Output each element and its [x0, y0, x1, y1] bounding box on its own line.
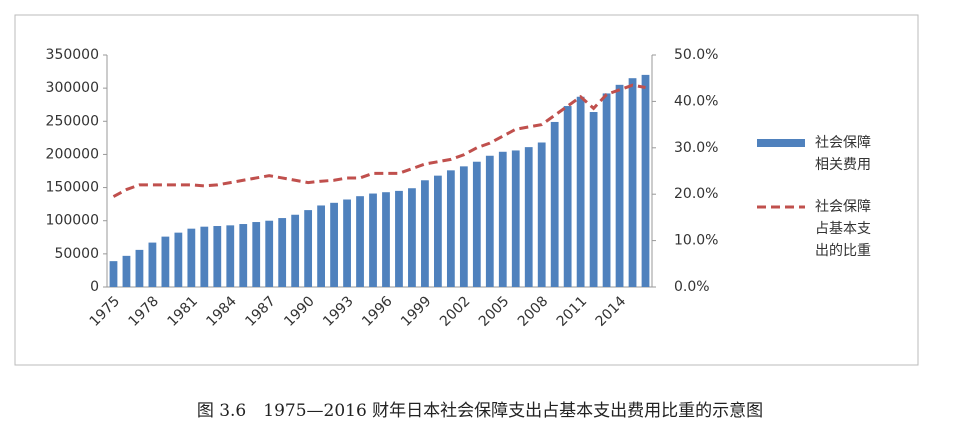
bar — [408, 188, 416, 287]
x-tick-label: 1990 — [281, 293, 318, 330]
chart-frame — [14, 14, 919, 366]
bar — [161, 236, 170, 287]
bar — [434, 175, 442, 287]
y-tick-label: 100000 — [46, 213, 99, 229]
bar — [395, 190, 403, 287]
x-tick-label: 2008 — [515, 293, 552, 330]
y-tick-label: 150000 — [46, 180, 99, 196]
legend-swatch — [757, 139, 805, 147]
bar — [265, 220, 274, 287]
bar — [343, 199, 351, 287]
bar — [550, 121, 559, 287]
bar — [213, 226, 222, 287]
x-tick-label: 1999 — [398, 293, 435, 330]
y2-tick-label: 40.0% — [674, 93, 718, 109]
bar — [615, 84, 624, 287]
bar — [135, 249, 144, 287]
y2-tick-label: 20.0% — [674, 186, 718, 202]
x-tick-label: 1984 — [203, 293, 240, 330]
bar — [252, 222, 261, 287]
bar — [187, 228, 196, 287]
x-tick-label: 1981 — [164, 293, 201, 330]
bar — [524, 147, 533, 287]
y-tick-label: 200000 — [46, 146, 99, 162]
bar — [446, 170, 455, 287]
x-tick-label: 1993 — [320, 293, 357, 330]
y2-tick-label: 0.0% — [674, 279, 710, 295]
bar — [576, 96, 585, 287]
y2-tick-label: 10.0% — [674, 233, 718, 249]
bar — [628, 78, 637, 287]
bar — [459, 166, 468, 287]
bar — [304, 210, 313, 287]
bar — [278, 218, 287, 287]
bar — [200, 226, 209, 287]
bar — [330, 202, 338, 287]
x-tick-label: 2005 — [476, 293, 513, 330]
line — [112, 83, 646, 198]
legend-label: 社会保障相关费用 — [815, 135, 871, 173]
bar — [356, 196, 364, 287]
x-tick-label: 1987 — [242, 293, 279, 330]
y2-tick-label: 30.0% — [674, 140, 718, 156]
bar — [122, 255, 131, 287]
bar — [472, 161, 481, 287]
bar — [317, 205, 325, 287]
x-tick-label: 2011 — [554, 293, 591, 330]
y-tick-label: 350000 — [46, 47, 99, 63]
x-tick-label: 2014 — [593, 293, 630, 330]
y-tick-label: 50000 — [54, 246, 99, 262]
bar — [589, 112, 598, 288]
bar — [226, 225, 235, 287]
caption: 图 3.6 1975—2016 财年日本社会保障支出占基本支出费用比重的示意图 — [196, 401, 764, 421]
bar — [109, 261, 118, 287]
bar — [641, 74, 650, 287]
bar — [485, 155, 494, 287]
bar — [563, 106, 572, 287]
bar — [291, 214, 300, 287]
bar — [421, 180, 429, 287]
bar — [511, 150, 520, 287]
x-tick-label: 1996 — [359, 293, 396, 330]
bar — [174, 232, 183, 287]
bar — [148, 242, 157, 287]
x-tick-label: 1978 — [126, 293, 163, 330]
bar — [498, 151, 507, 287]
bar — [239, 224, 248, 287]
legend-label: 社会保障占基本支出的比重 — [815, 199, 871, 259]
y-tick-label: 300000 — [46, 80, 99, 96]
y-tick-label: 0 — [90, 279, 99, 295]
bar — [382, 192, 390, 287]
y-tick-label: 250000 — [46, 113, 99, 129]
y2-tick-label: 50.0% — [674, 47, 718, 63]
x-tick-label: 2002 — [437, 293, 474, 330]
bar — [369, 193, 377, 287]
bar — [537, 142, 546, 287]
bar — [602, 93, 611, 288]
x-tick-label: 1975 — [87, 293, 124, 330]
